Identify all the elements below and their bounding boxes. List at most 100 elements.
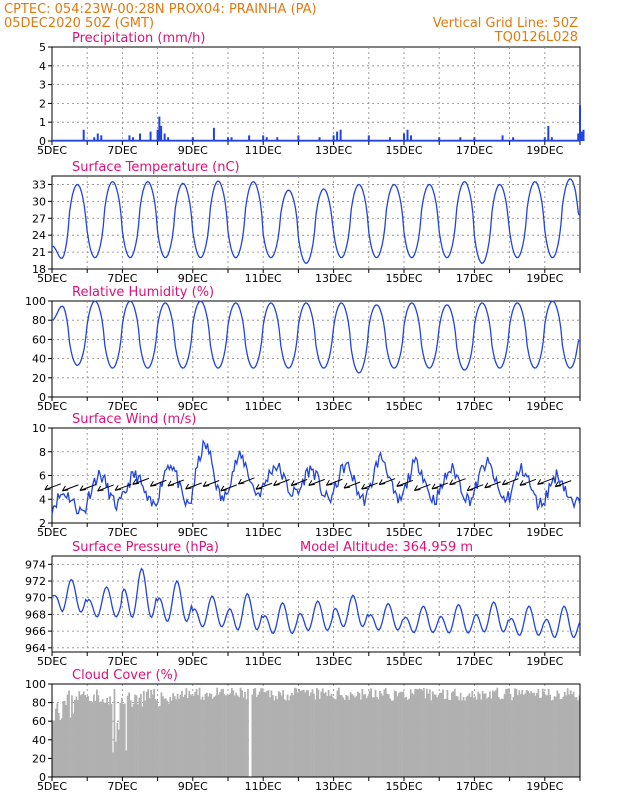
cloud-bar	[277, 691, 280, 777]
cloud-bar	[120, 697, 123, 777]
wind-vector	[343, 481, 361, 489]
cloud-bar	[225, 695, 227, 777]
cloud-bar	[220, 689, 223, 777]
wind-vector-head	[273, 480, 280, 487]
cloud-bar	[537, 689, 540, 777]
cloud-bar	[291, 692, 293, 777]
precip-bar	[388, 137, 391, 141]
wind-vector-head	[343, 482, 351, 489]
cloud-bar	[258, 691, 261, 777]
cloud-bar	[96, 689, 98, 777]
x-tick-label: 7DEC	[107, 144, 137, 157]
panel-title-3: Surface Wind (m/s)	[72, 412, 196, 427]
cloud-bar	[540, 697, 543, 777]
cloud-bar	[106, 697, 109, 777]
cloud-bar	[305, 690, 308, 777]
x-tick-label: 13DEC	[315, 780, 352, 793]
cloud-bar	[358, 693, 361, 777]
cloud-bar	[383, 689, 386, 777]
cloud-bar	[104, 702, 107, 777]
cloud-bar	[559, 699, 562, 777]
cloud-bar	[386, 693, 389, 777]
cloud-bar	[442, 689, 444, 777]
cloud-bar	[346, 695, 349, 777]
cloud-bar	[401, 692, 403, 777]
cloud-bar	[159, 705, 161, 777]
cloud-bar	[150, 689, 153, 777]
cloud-bar	[352, 695, 355, 777]
cloud-bar	[267, 690, 270, 777]
cloud-bar	[437, 695, 440, 777]
cloud-bar	[364, 694, 367, 777]
cloud-bar	[201, 696, 204, 777]
cloud-bar	[122, 704, 125, 777]
x-tick-label: 7DEC	[107, 655, 137, 668]
cloud-bar	[140, 693, 142, 777]
y-tick-label: 5	[39, 41, 46, 54]
wind-vector-head	[202, 481, 210, 487]
cloud-bar	[421, 690, 424, 777]
wind-vector	[291, 478, 308, 486]
cloud-bar	[191, 695, 194, 777]
cloud-bar	[326, 696, 329, 777]
y-tick-label: 18	[32, 263, 46, 276]
panel-frame-top	[51, 683, 581, 778]
cloud-bar	[98, 702, 101, 777]
precip-bar	[582, 129, 585, 141]
cloud-bar	[343, 699, 346, 777]
cloud-bar	[113, 688, 116, 777]
cloud-bar	[336, 690, 339, 777]
precip-bar	[547, 125, 550, 141]
precip-bar	[336, 131, 339, 141]
cloud-bar	[112, 752, 114, 777]
cloud-bar	[263, 691, 265, 777]
y-tick-label: 970	[25, 592, 46, 605]
cloud-bar	[408, 698, 411, 777]
cloud-bar	[382, 695, 384, 777]
y-tick-label: 100	[25, 678, 46, 691]
wind-vector-head	[220, 485, 227, 492]
precip-bar	[265, 137, 268, 141]
y-tick-label: 20	[32, 372, 46, 385]
cloud-bar	[440, 692, 443, 777]
cloud-bar	[301, 690, 304, 777]
cloud-bar	[273, 700, 276, 777]
cloud-bar	[516, 695, 519, 777]
x-tick-label: 13DEC	[315, 144, 352, 157]
precip-bar	[96, 133, 99, 141]
cloud-bar	[269, 697, 271, 777]
x-tick-label: 5DEC	[37, 272, 67, 285]
y-tick-label: 974	[25, 558, 46, 571]
cloud-bar	[411, 693, 414, 777]
x-tick-label: 9DEC	[178, 272, 208, 285]
cloud-bar	[406, 699, 409, 777]
cloud-bar	[453, 688, 456, 777]
wind-vector	[44, 483, 61, 491]
cloud-bar	[160, 692, 163, 777]
panel-title-4: Surface Pressure (hPa)	[72, 540, 219, 555]
cloud-bar	[448, 699, 450, 777]
precip-bar	[543, 137, 546, 141]
cloud-bar	[502, 698, 505, 777]
precip-bar	[163, 133, 166, 141]
wind-vector	[519, 478, 537, 486]
cloud-bar	[360, 699, 362, 777]
wind-vector-head	[185, 483, 192, 490]
cloud-bar	[184, 694, 186, 777]
y-tick-label: 4	[39, 493, 46, 506]
cloud-bar	[119, 702, 122, 777]
wind-vector-head	[325, 480, 333, 486]
cloud-bar	[355, 696, 358, 777]
cloud-bar	[443, 698, 446, 777]
precip-bar	[93, 137, 96, 141]
cloud-bar	[164, 698, 167, 777]
cloud-bar	[299, 690, 302, 777]
cloud-bar	[430, 700, 433, 777]
cloud-bar	[81, 694, 84, 777]
cloud-bar	[118, 729, 120, 777]
cloud-bar	[204, 693, 207, 777]
panel-frame-4	[51, 555, 581, 653]
cloud-bar	[255, 696, 258, 777]
cloud-bar	[544, 694, 547, 777]
cloud-bar	[465, 696, 468, 777]
